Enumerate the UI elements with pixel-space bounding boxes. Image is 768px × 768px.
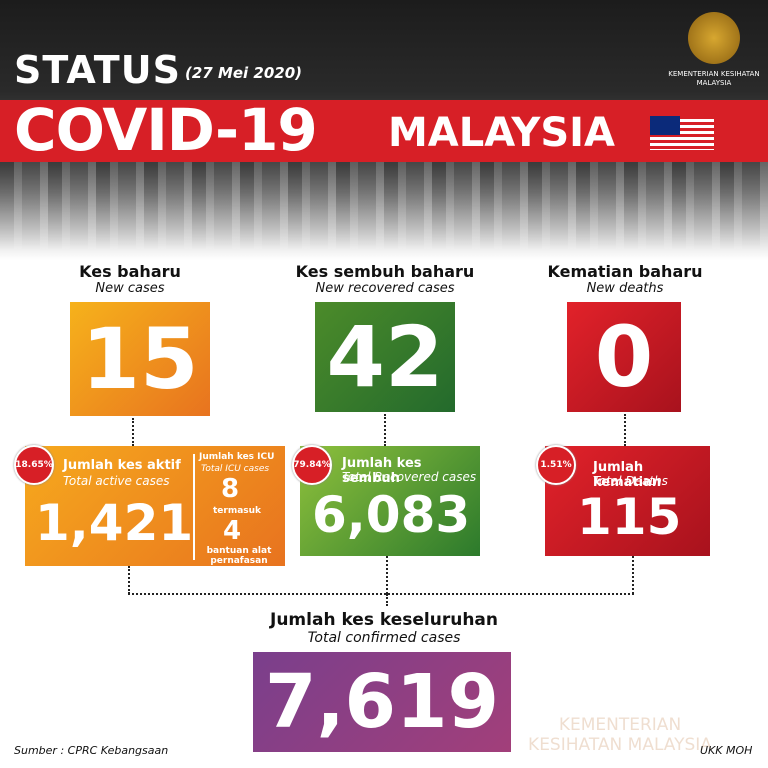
recovered-percent: 79.84% <box>292 445 332 485</box>
box-number: 6,083 <box>312 486 471 544</box>
active-percent: 18.65% <box>14 445 54 485</box>
flag-canton <box>650 116 680 135</box>
label-ms: Kes sembuh baharu <box>295 262 475 281</box>
box-title: Jumlah kes aktif <box>63 458 181 473</box>
title: COVID-19 <box>14 96 318 164</box>
label-ms: Kematian baharu <box>547 262 703 281</box>
box-subtitle: Total Deaths <box>593 474 668 488</box>
new-recovered-box: 42 <box>315 302 455 412</box>
icu-subtitle: Total ICU cases <box>201 464 270 474</box>
label-ms: Jumlah kes keseluruhan <box>270 610 498 630</box>
box-subtitle: Total Recovered cases <box>342 470 477 484</box>
status-label: STATUS <box>14 48 181 92</box>
deaths-percent: 1.51% <box>536 445 576 485</box>
ministry-name: KEMENTERIAN KESIHATAN MALAYSIA <box>668 70 760 87</box>
box-number: 1,421 <box>35 494 194 552</box>
label-en: Total confirmed cases <box>307 630 461 646</box>
box-title: Jumlah kes sembuh <box>342 456 422 486</box>
date: (27 Mei 2020) <box>185 64 303 82</box>
icu-number: 8 <box>221 474 240 504</box>
recovered-box: Jumlah kes sembuh Total Recovered cases … <box>300 446 480 556</box>
total-label: Jumlah kes keseluruhan Total confirmed c… <box>264 610 504 646</box>
label-en: New recovered cases <box>315 281 455 296</box>
connector <box>132 418 134 446</box>
connector <box>384 414 386 446</box>
connector <box>386 594 388 606</box>
box-title: Jumlah kematian <box>593 460 662 490</box>
label-ms: Kes baharu <box>79 262 181 281</box>
connector <box>386 556 388 594</box>
icu-including: termasuk <box>213 506 262 516</box>
box-subtitle: Total active cases <box>63 474 170 488</box>
ventilator-label: bantuan alat pernafasan <box>206 546 272 566</box>
source: Sumber : CPRC Kebangsaan <box>14 744 169 757</box>
country: MALAYSIA <box>388 110 615 156</box>
total-box: 7,619 <box>253 652 511 752</box>
label-en: New deaths <box>586 281 664 296</box>
connector <box>128 593 634 595</box>
watermark: KEMENTERIAN KESIHATAN MALAYSIA <box>528 715 712 755</box>
connector <box>128 566 130 594</box>
label-en: New cases <box>95 281 165 296</box>
new-recovered-label: Kes sembuh baharu New recovered cases <box>265 262 505 296</box>
box-number: 115 <box>577 488 682 546</box>
icu-title: Jumlah kes ICU <box>199 452 275 462</box>
logo <box>688 12 740 64</box>
connector <box>624 414 626 446</box>
connector <box>632 556 634 594</box>
new-deaths-box: 0 <box>567 302 681 412</box>
new-cases-label: Kes baharu New cases <box>10 262 250 296</box>
city-skyline <box>0 150 768 250</box>
ventilator-number: 4 <box>223 516 242 546</box>
title-banner <box>0 100 768 162</box>
new-cases-box: 15 <box>70 302 210 416</box>
active-cases-box: Jumlah kes aktif Total active cases 1,42… <box>25 446 285 566</box>
credit: UKK MOH <box>700 744 753 757</box>
divider <box>193 454 195 560</box>
new-deaths-label: Kematian baharu New deaths <box>505 262 745 296</box>
